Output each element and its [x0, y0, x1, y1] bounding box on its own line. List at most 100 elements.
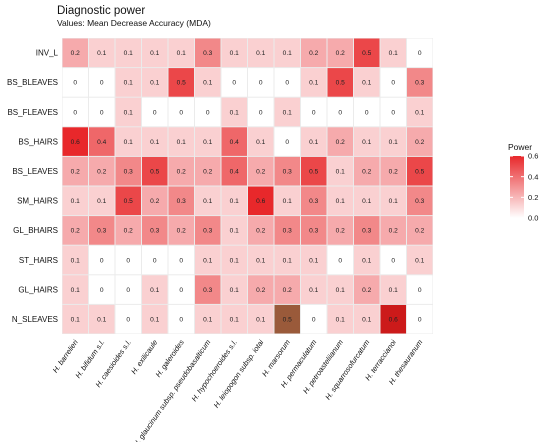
heatmap-cell — [380, 127, 406, 156]
chart-subtitle: Values: Mean Decrease Accuracy (MDA) — [57, 18, 211, 28]
cell-value-label: 0.3 — [309, 198, 318, 205]
cell-value-label: 0.1 — [256, 317, 265, 324]
heatmap-cell — [89, 245, 115, 275]
cell-value-label: 0.1 — [230, 109, 239, 116]
heatmap-cell — [407, 216, 433, 245]
heatmap-cell — [248, 216, 274, 245]
row-label: GL_HAIRS — [18, 285, 58, 294]
cell-value-label: 0 — [391, 257, 395, 264]
heatmap-cell — [115, 186, 141, 216]
heatmap-cell — [354, 97, 380, 127]
cell-value-label: 0.1 — [362, 317, 371, 324]
cell-value-label: 0.4 — [230, 169, 239, 176]
cell-value-label: 0.1 — [124, 50, 133, 57]
cell-value-label: 0 — [232, 80, 236, 87]
heatmap-cell — [354, 38, 380, 68]
heatmap-cell — [195, 216, 221, 245]
legend-tick-label: 0.6 — [528, 152, 538, 161]
row-label: BS_BLEAVES — [7, 78, 58, 87]
heatmap-cell — [195, 38, 221, 68]
cell-value-label: 0.1 — [71, 317, 80, 324]
heatmap-cell — [301, 216, 327, 245]
heatmap-cell — [301, 186, 327, 216]
heatmap-cell — [221, 97, 247, 127]
cell-value-label: 0.1 — [336, 317, 345, 324]
heatmap-cell — [195, 304, 221, 334]
heatmap-cell — [248, 127, 274, 156]
cell-value-label: 0.1 — [309, 287, 318, 294]
heatmap-cell — [354, 68, 380, 97]
cell-value-label: 0.1 — [256, 50, 265, 57]
cell-value-label: 0.5 — [150, 169, 159, 176]
cell-value-label: 0 — [100, 80, 104, 87]
cell-value-label: 0.2 — [97, 169, 106, 176]
heatmap-cell — [327, 304, 353, 334]
heatmap-cell — [62, 97, 88, 127]
heatmap-cell — [221, 127, 247, 156]
heatmap-cell — [115, 97, 141, 127]
cell-value-label: 0.3 — [124, 169, 133, 176]
cell-value-label: 0.1 — [71, 287, 80, 294]
legend-colorbar — [510, 156, 524, 218]
cell-value-label: 0.1 — [230, 257, 239, 264]
cell-value-label: 0.1 — [309, 139, 318, 146]
cell-value-label: 0 — [312, 317, 316, 324]
heatmap-cell — [248, 304, 274, 334]
cell-value-label: 0.1 — [203, 198, 212, 205]
heatmap-cell — [168, 127, 194, 156]
heatmap-cell — [274, 304, 300, 334]
cell-value-label: 0.5 — [283, 317, 292, 324]
cell-value-label: 0.1 — [124, 80, 133, 87]
heatmap-cell — [221, 275, 247, 304]
heatmap-cell — [327, 245, 353, 275]
heatmap-cell — [380, 156, 406, 186]
heatmap-cell — [115, 304, 141, 334]
cell-value-label: 0.1 — [283, 198, 292, 205]
heatmap-cell — [274, 127, 300, 156]
heatmap-cell — [301, 245, 327, 275]
heatmap-cell — [168, 186, 194, 216]
cell-value-label: 0 — [126, 287, 130, 294]
legend-ticks: 0.6 0.4 0.2 0.0 — [510, 152, 538, 223]
cell-value-label: 0.3 — [177, 198, 186, 205]
heatmap-cell — [354, 245, 380, 275]
heatmap-cell — [248, 156, 274, 186]
heatmap-cell — [195, 156, 221, 186]
heatmap-cell — [354, 127, 380, 156]
legend-tick-label: 0.4 — [528, 172, 538, 181]
heatmap-cell — [89, 156, 115, 186]
heatmap-cell — [115, 245, 141, 275]
heatmap-cell — [248, 38, 274, 68]
cell-value-label: 0.3 — [203, 287, 212, 294]
heatmap-cell — [274, 38, 300, 68]
cell-value-label: 0.6 — [256, 198, 265, 205]
heatmap-cell — [380, 38, 406, 68]
heatmap-cell — [142, 68, 168, 97]
cell-value-label: 0.1 — [256, 139, 265, 146]
cell-value-label: 0 — [73, 80, 77, 87]
cell-value-label: 0.1 — [362, 139, 371, 146]
heatmap-cell — [380, 275, 406, 304]
column-label: H. hypochoeroides s.l. — [190, 338, 239, 403]
heatmap-cell — [168, 156, 194, 186]
heatmap-cell — [327, 156, 353, 186]
heatmap-cell — [142, 275, 168, 304]
heatmap-cell — [248, 275, 274, 304]
cell-value-label: 0 — [179, 257, 183, 264]
heatmap-cell — [115, 156, 141, 186]
cell-value-label: 0.1 — [415, 257, 424, 264]
row-label: BS_FLEAVES — [7, 108, 58, 117]
heatmap-cell — [142, 245, 168, 275]
cell-value-label: 0.1 — [97, 50, 106, 57]
heatmap-cell — [380, 245, 406, 275]
row-label: ST_HAIRS — [19, 256, 58, 265]
cell-value-label: 0.1 — [230, 50, 239, 57]
heatmap-cell — [380, 216, 406, 245]
cell-value-label: 0.1 — [309, 80, 318, 87]
cell-value-label: 0.1 — [177, 139, 186, 146]
heatmap-cell — [89, 38, 115, 68]
cell-value-label: 0.2 — [256, 169, 265, 176]
row-label: INV_L — [36, 49, 59, 58]
cell-value-label: 0 — [391, 80, 395, 87]
